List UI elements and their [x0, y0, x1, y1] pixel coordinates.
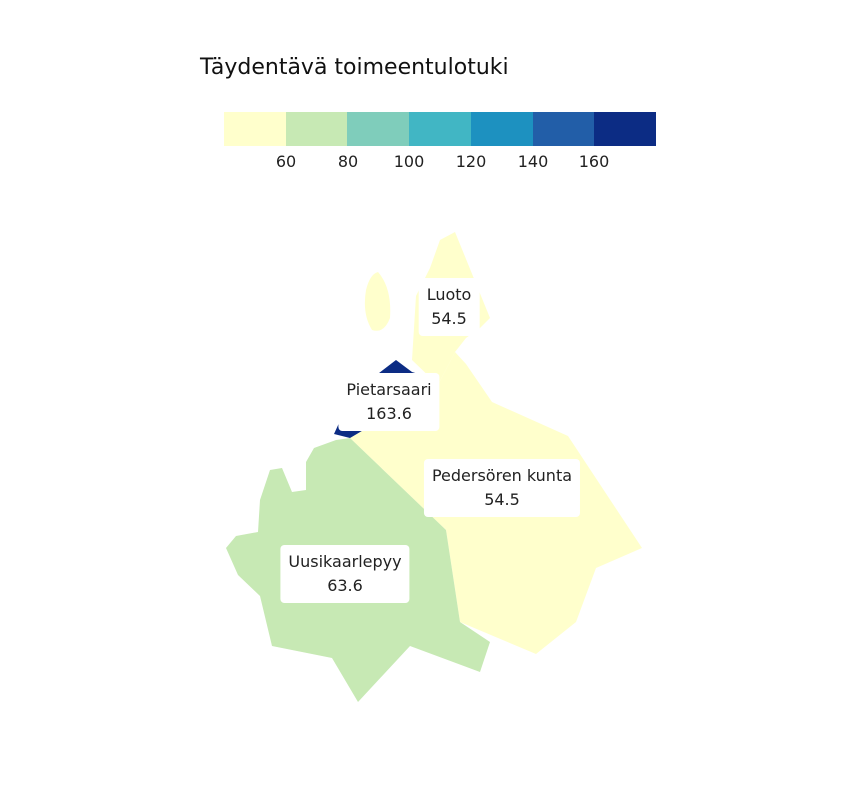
region-name: Uusikaarlepyy	[288, 552, 402, 571]
legend-tick: 80	[337, 152, 359, 171]
region-value: 54.5	[431, 309, 467, 328]
legend-bin-7	[594, 112, 657, 146]
legend-tick: 60	[275, 152, 297, 171]
legend-tick: 140	[517, 152, 549, 171]
region-label-uusikaarlepyy: Uusikaarlepyy 63.6	[280, 545, 410, 603]
region-name: Pedersören kunta	[431, 466, 573, 485]
legend-bin-4	[409, 112, 471, 146]
region-label-pedersoren-kunta: Pedersören kunta 54.5	[423, 459, 581, 517]
region-label-luoto: Luoto 54.5	[418, 278, 480, 336]
legend-tick: 120	[455, 152, 487, 171]
region-name: Luoto	[426, 285, 472, 304]
legend-bin-2	[285, 112, 348, 146]
legend-tick: 100	[393, 152, 425, 171]
legend-bin-6	[532, 112, 595, 146]
legend-bin-5	[470, 112, 533, 146]
map-title: Täydentävä toimeentulotuki	[200, 55, 509, 80]
legend-tick: 160	[578, 152, 610, 171]
legend-bin-1	[224, 112, 286, 146]
region-name: Pietarsaari	[346, 380, 432, 399]
legend-bin-3	[347, 112, 410, 146]
color-legend	[224, 112, 657, 146]
region-luoto-island[interactable]	[364, 272, 391, 331]
region-label-pietarsaari: Pietarsaari 163.6	[338, 373, 440, 431]
legend-ticks: 60 80 100 120 140 160	[0, 152, 864, 176]
region-value: 63.6	[327, 576, 363, 595]
region-value: 54.5	[484, 490, 520, 509]
region-value: 163.6	[366, 404, 412, 423]
